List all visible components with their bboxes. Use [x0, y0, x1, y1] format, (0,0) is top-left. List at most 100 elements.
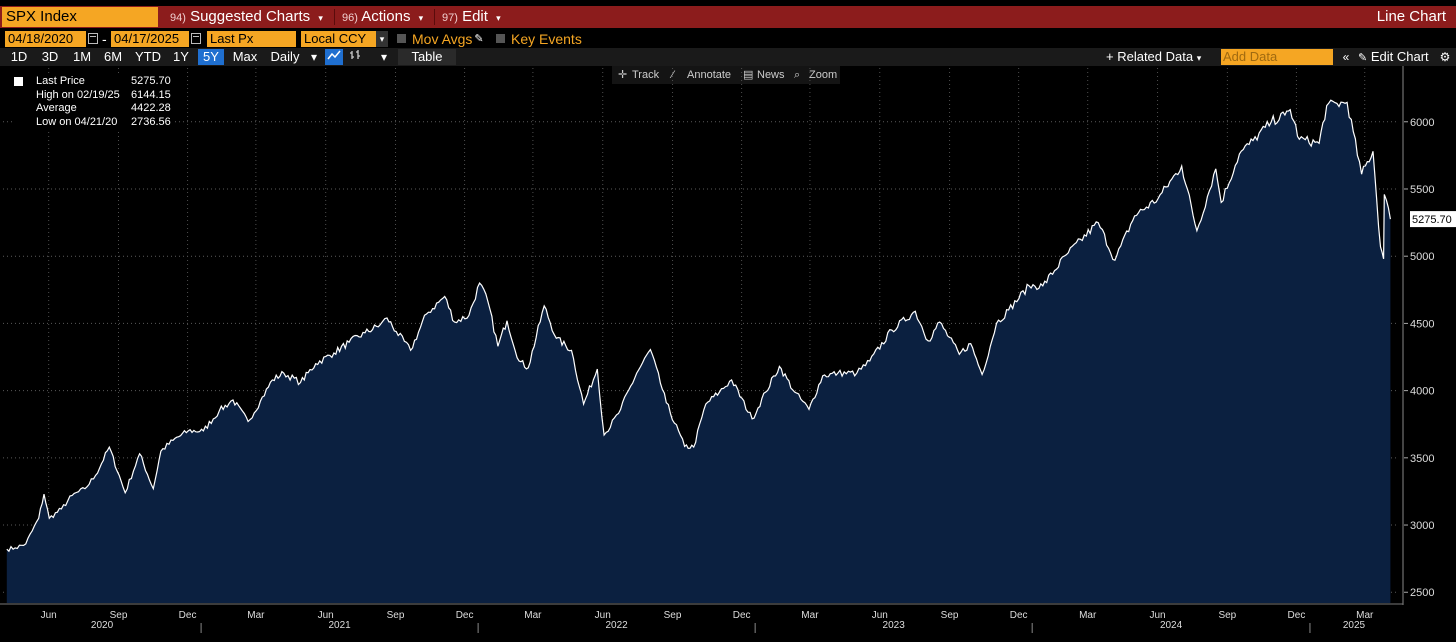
zoom-icon[interactable]: ⌕: [794, 69, 801, 81]
mov-avgs-label[interactable]: Mov Avgs: [412, 31, 473, 47]
news-icon[interactable]: ▤: [743, 69, 754, 81]
x-month-label: Mar: [801, 610, 819, 621]
caret-down-icon: ▾: [318, 13, 323, 23]
news-tool[interactable]: News: [757, 69, 785, 81]
edit-chart-label: Edit Chart: [1370, 49, 1429, 64]
title-bar: [0, 6, 1456, 28]
caret-down-icon: ▾: [1196, 53, 1202, 63]
calendar-icon[interactable]: [191, 33, 201, 44]
x-month-label: Jun: [595, 610, 611, 621]
track-tool[interactable]: Track: [632, 69, 660, 81]
x-year-label: 2021: [328, 620, 351, 631]
y-tick-label: 2500: [1410, 587, 1434, 599]
suggested-charts-menu[interactable]: 94) Suggested Charts ▾: [166, 7, 327, 27]
table-button[interactable]: Table: [398, 49, 456, 65]
caret-down-icon[interactable]: ▾: [380, 50, 388, 64]
x-month-label: Sep: [387, 610, 405, 621]
legend-last-price-label: Last Price: [36, 75, 85, 87]
zoom-tool[interactable]: Zoom: [809, 69, 838, 81]
menu-label: Suggested Charts: [190, 8, 311, 25]
price-area-fill: [6, 100, 1391, 603]
add-data-input[interactable]: Add Data: [1221, 49, 1333, 65]
calendar-icon[interactable]: [88, 33, 98, 44]
currency-select[interactable]: Local CCY: [301, 31, 376, 47]
caret-down-icon: ▾: [418, 13, 424, 23]
x-month-label: Jun: [318, 610, 334, 621]
last-value-label: 5275.70: [1410, 211, 1456, 228]
timeframe-3d[interactable]: 3D: [41, 49, 59, 64]
menu-label: Actions: [361, 8, 411, 25]
x-month-label: Sep: [1218, 610, 1236, 621]
gear-icon[interactable]: ⚙: [1439, 50, 1451, 64]
edit-menu[interactable]: 97) Edit ▾: [438, 7, 505, 27]
y-axis: 2500 3000 3500 4000 4500 5000 5500 6000: [1402, 66, 1434, 605]
menu-number: 97): [442, 12, 458, 24]
timeframe-6m[interactable]: 6M: [103, 49, 123, 64]
y-tick-label: 5500: [1410, 184, 1434, 196]
key-events-label[interactable]: Key Events: [511, 31, 582, 47]
frequency-select[interactable]: Daily: [270, 49, 300, 64]
line-chart-icon[interactable]: [325, 49, 343, 65]
bar-chart-icon[interactable]: [347, 49, 365, 65]
timeframe-max[interactable]: Max: [232, 49, 258, 64]
pencil-icon[interactable]: ✎: [474, 33, 484, 45]
legend-average-label: Average: [36, 102, 77, 114]
x-year-label: 2024: [1160, 620, 1183, 631]
timeframe-5y[interactable]: 5Y: [198, 49, 224, 65]
x-month-label: Dec: [1288, 610, 1306, 621]
start-date-field[interactable]: 04/18/2020: [5, 31, 86, 47]
crosshair-icon[interactable]: ✛: [618, 69, 628, 81]
menu-label: Edit: [462, 8, 488, 25]
related-data-button[interactable]: + Related Data ▾: [1106, 49, 1201, 65]
top-status-strip: [0, 0, 1456, 6]
toolbar-row: [0, 48, 1456, 66]
x-month-label: Mar: [1356, 610, 1374, 621]
caret-down-icon[interactable]: ▾: [310, 50, 318, 64]
annotate-tool[interactable]: Annotate: [687, 69, 732, 81]
x-month-label: Dec: [456, 610, 474, 621]
menu-number: 94): [170, 12, 186, 24]
related-data-label: + Related Data: [1106, 49, 1194, 64]
timeframe-ytd[interactable]: YTD: [135, 49, 161, 64]
x-year-label: 2020: [91, 620, 114, 631]
x-month-label: Mar: [247, 610, 265, 621]
legend-average-value: 4422.28: [131, 102, 171, 114]
y-tick-label: 3000: [1410, 520, 1434, 532]
x-month-label: Jun: [41, 610, 57, 621]
x-year-label: 2022: [606, 620, 629, 631]
timeframe-1d[interactable]: 1D: [10, 49, 28, 64]
pencil-icon: ✎: [1358, 52, 1368, 64]
x-month-label: Jun: [1149, 610, 1165, 621]
timeframe-1y[interactable]: 1Y: [173, 49, 189, 64]
end-date-field[interactable]: 04/17/2025: [111, 31, 189, 47]
chart-legend: Last Price 5275.70 High on 02/19/25 6144.1…: [12, 75, 174, 132]
collapse-panel-icon[interactable]: «: [1342, 50, 1350, 64]
actions-menu[interactable]: 96) Actions ▾: [338, 7, 427, 27]
x-year-label: 2025: [1343, 620, 1366, 631]
date-range-dash: -: [102, 31, 107, 47]
y-tick-label: 6000: [1410, 117, 1434, 129]
price-line: [6, 99, 1391, 553]
x-year-label: 2023: [883, 620, 906, 631]
x-month-label: Dec: [1010, 610, 1028, 621]
price-field-select[interactable]: Last Px: [207, 31, 296, 47]
chevron-down-icon[interactable]: ▾: [376, 31, 388, 47]
last-value-box: [1410, 211, 1456, 228]
legend-low-value: 2736.56: [131, 115, 171, 128]
menu-divider: [334, 9, 335, 25]
caret-down-icon: ▾: [496, 13, 501, 23]
mov-avgs-checkbox[interactable]: [397, 34, 406, 43]
x-month-label: Sep: [664, 610, 682, 621]
legend-high-label: High on 02/19/25: [36, 88, 120, 101]
edit-chart-button[interactable]: ✎ Edit Chart: [1358, 49, 1429, 65]
x-month-label: Sep: [941, 610, 959, 621]
legend-high-value: 6144.15: [131, 88, 171, 101]
key-events-checkbox[interactable]: [496, 34, 505, 43]
menu-number: 96): [342, 12, 358, 24]
timeframe-1m[interactable]: 1M: [72, 49, 92, 64]
ticker-field[interactable]: SPX Index: [2, 7, 158, 27]
x-month-label: Dec: [179, 610, 197, 621]
annotate-icon[interactable]: ⁄: [672, 69, 674, 81]
x-month-label: Mar: [524, 610, 542, 621]
